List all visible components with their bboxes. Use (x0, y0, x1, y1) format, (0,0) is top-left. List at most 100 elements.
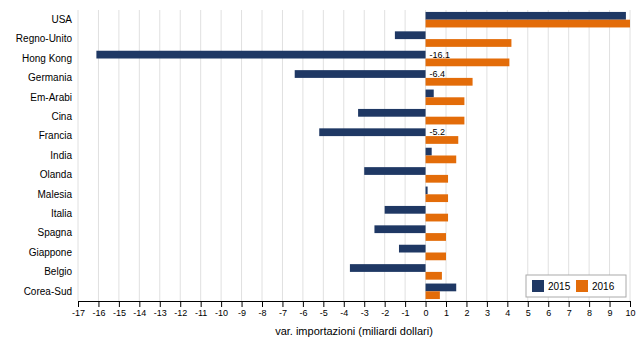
y-tick: Germania (28, 72, 78, 83)
x-tick-mark (303, 301, 304, 307)
x-tick-label: 10 (625, 308, 635, 318)
bar (295, 70, 426, 78)
legend-frame (526, 275, 626, 297)
x-tick-mark (323, 301, 324, 307)
bar (426, 194, 448, 202)
bar (426, 253, 446, 261)
x-tick-mark (610, 301, 611, 307)
grid (78, 10, 630, 301)
bar (426, 20, 630, 28)
x-tick-mark (630, 301, 631, 307)
bar (426, 214, 448, 222)
y-tick-label: Em-Arabi (30, 92, 72, 103)
bar-series (426, 20, 630, 299)
x-tick: -6 (299, 301, 307, 318)
legend-swatch (532, 280, 544, 292)
x-tick-label: 1 (444, 308, 449, 318)
grid-line (630, 10, 631, 301)
x-tick-label: -17 (72, 308, 85, 318)
y-tick-label: Olanda (40, 169, 73, 180)
x-tick-label: -14 (133, 308, 146, 318)
y-tick: USA (51, 14, 78, 25)
bar (395, 31, 426, 39)
x-tick-label: 3 (485, 308, 490, 318)
x-tick: 4 (505, 301, 510, 318)
bar (426, 97, 465, 105)
x-tick-mark (282, 301, 283, 307)
x-tick-mark (242, 301, 243, 307)
x-tick-label: 4 (505, 308, 510, 318)
y-tick: Giappone (29, 247, 78, 258)
bar (426, 39, 512, 47)
x-tick: -7 (279, 301, 287, 318)
x-tick-label: -6 (299, 308, 307, 318)
x-tick-mark (201, 301, 202, 307)
bars (96, 12, 630, 299)
y-tick-label: India (50, 150, 72, 161)
x-axis: -17 -16 -15 -14 -13 -12 -11 -1 0 -9 -8 -7 -6 -5 -4 -3 -2… (72, 301, 636, 318)
x-tick-mark (507, 301, 508, 307)
y-tick-label: Belgio (44, 266, 72, 277)
x-tick: -4 (340, 301, 348, 318)
x-tick-mark (344, 301, 345, 307)
x-tick: -17 (72, 301, 85, 318)
x-tick: 0 (424, 301, 429, 318)
x-tick-mark (405, 301, 406, 307)
legend-label: 2016 (592, 281, 615, 292)
grid-line (486, 10, 487, 301)
x-tick-label: -5 (320, 308, 328, 318)
x-tick-label: -3 (361, 308, 369, 318)
x-tick-mark (548, 301, 549, 307)
annotation: -5.2 (430, 127, 446, 137)
grid-line (78, 10, 79, 301)
bar (426, 187, 428, 195)
x-tick-mark (466, 301, 467, 307)
x-tick: 3 (485, 301, 490, 318)
y-tick-label: Giappone (29, 247, 73, 258)
bar (350, 264, 426, 272)
y-tick: Malesia (38, 189, 78, 200)
x-tick: -5 (320, 301, 328, 318)
x-tick-label: -13 (154, 308, 167, 318)
x-tick-label: 6 (546, 308, 551, 318)
x-tick: -2 (381, 301, 389, 318)
bar (426, 156, 457, 164)
bar (364, 167, 425, 175)
y-tick-label: Italia (51, 208, 73, 219)
bar-series (96, 12, 626, 291)
x-tick-label: -1 (402, 308, 410, 318)
x-tick-mark (589, 301, 590, 307)
x-tick-label: 7 (567, 308, 572, 318)
y-tick-label: Germania (28, 72, 72, 83)
x-axis-title: var. importazioni (miliardi dollari) (275, 325, 433, 337)
x-tick-label: -11 (195, 308, 207, 318)
x-tick: -9 (238, 301, 246, 318)
x-tick-label: -12 (174, 308, 187, 318)
y-tick-label: Malesia (38, 189, 73, 200)
bar (426, 284, 457, 292)
x-tick: 1 (444, 301, 449, 318)
x-tick: -16 (92, 301, 105, 318)
x-tick: 9 (608, 301, 613, 318)
annotation: -6.4 (430, 69, 446, 79)
x-tick: -3 (361, 301, 369, 318)
grid-line (568, 10, 569, 301)
y-tick-label: Spagna (38, 227, 73, 238)
y-tick: Olanda (40, 169, 78, 180)
bar (426, 291, 440, 299)
y-tick-label: Francia (39, 130, 73, 141)
x-tick-label: 0 (424, 308, 429, 318)
x-tick-label: -7 (279, 308, 287, 318)
bar (426, 12, 626, 20)
y-tick: India (50, 150, 78, 161)
x-tick-label: -8 (258, 308, 266, 318)
x-tick: -1 (402, 301, 410, 318)
grid-line (548, 10, 549, 301)
legend-swatch (576, 280, 588, 292)
x-tick-mark (262, 301, 263, 307)
x-tick-label: -4 (340, 308, 348, 318)
grid-line (507, 10, 508, 301)
bar (426, 117, 465, 125)
y-axis: USARegno-UnitoHong KongGermaniaEm-ArabiC… (16, 14, 78, 297)
x-tick: -15 (113, 301, 126, 318)
